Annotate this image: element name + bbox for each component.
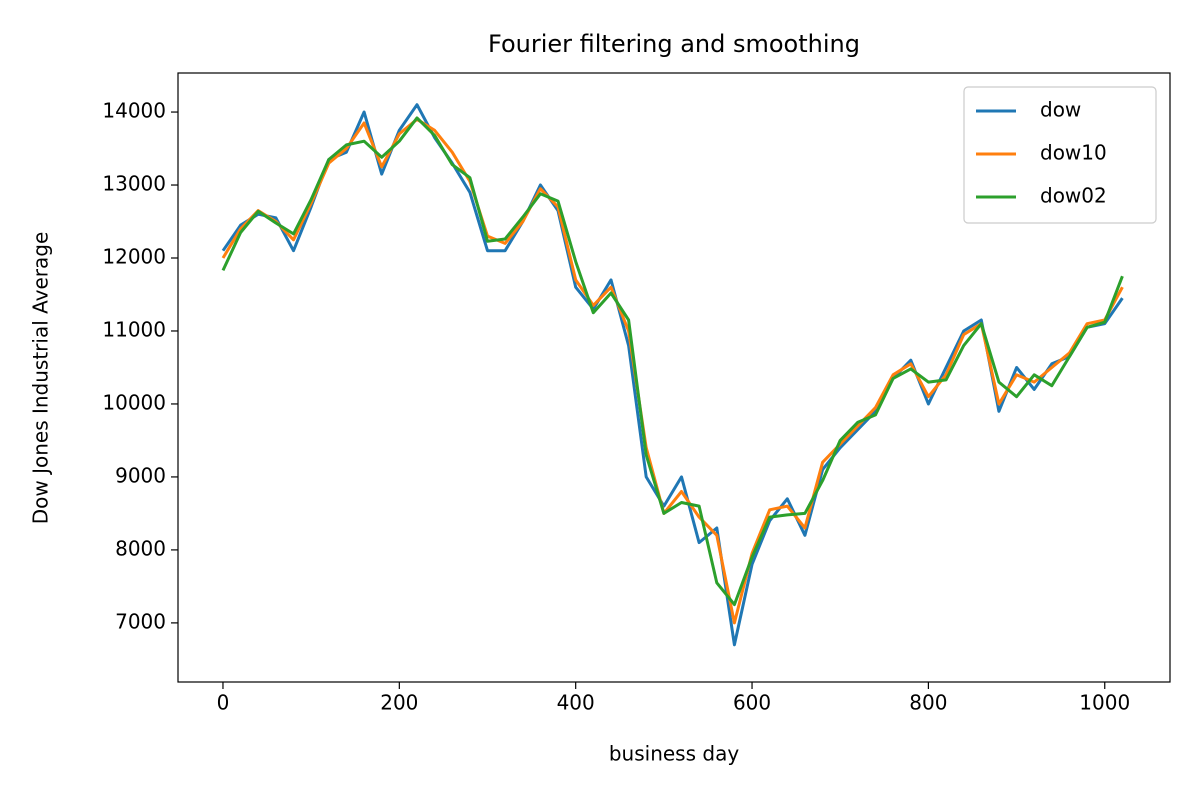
legend-label: dow10 <box>1040 141 1107 165</box>
legend-label: dow <box>1040 98 1081 122</box>
legend: dow dow10 dow02 <box>963 86 1157 224</box>
plot-frame <box>177 72 1171 683</box>
y-tick-label: 11000 <box>102 317 166 341</box>
chart-title: Fourier filtering and smoothing <box>488 30 860 58</box>
y-tick-label: 10000 <box>102 390 166 414</box>
series-line <box>221 116 1124 607</box>
x-axis-label: business day <box>609 742 739 766</box>
y-tick-label: 13000 <box>102 172 166 196</box>
x-tick-label: 400 <box>557 691 595 715</box>
legend-box <box>963 86 1157 224</box>
y-tick-label: 7000 <box>115 609 166 633</box>
x-tick-label: 800 <box>909 691 947 715</box>
y-tick-label: 12000 <box>102 244 166 268</box>
x-tick-label: 600 <box>733 691 771 715</box>
y-tick-label: 9000 <box>115 463 166 487</box>
x-tick-label: 200 <box>380 691 418 715</box>
legend-label: dow02 <box>1040 184 1107 208</box>
x-tick-label: 0 <box>217 691 230 715</box>
y-tick-label: 14000 <box>102 99 166 123</box>
y-axis-label: Dow Jones Industrial Average <box>29 232 53 525</box>
series-line <box>221 117 1124 625</box>
y-tick-label: 8000 <box>115 536 166 560</box>
x-tick-label: 1000 <box>1079 691 1130 715</box>
